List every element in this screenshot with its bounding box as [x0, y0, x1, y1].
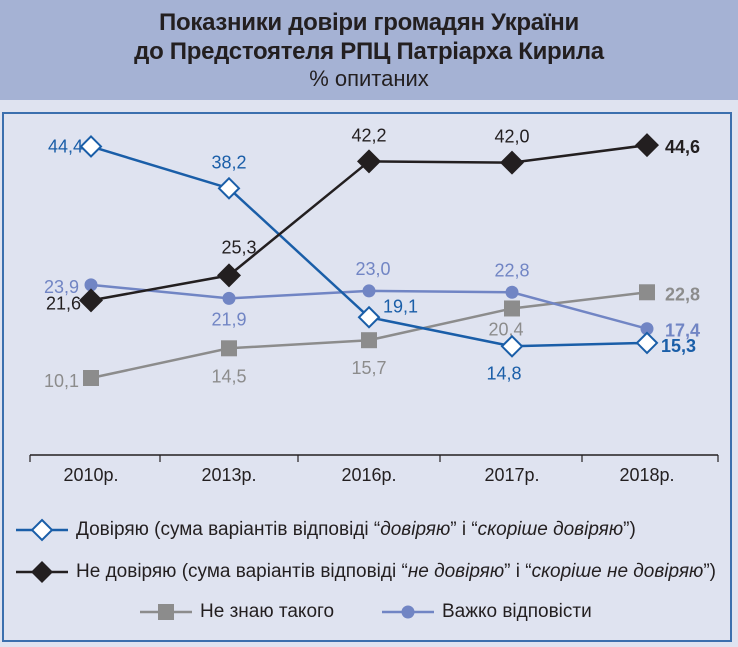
data-point-diamond-open — [79, 135, 103, 158]
data-label: 20,4 — [488, 319, 523, 339]
data-label: 21,6 — [46, 293, 81, 313]
data-label: 14,5 — [211, 366, 246, 386]
data-label: 25,3 — [221, 237, 256, 257]
data-label: 19,1 — [383, 296, 418, 316]
data-label: 22,8 — [494, 260, 529, 280]
data-label: 42,0 — [494, 127, 529, 147]
legend-item-distrust: Не довіряю (сума варіантів відповіді “не… — [16, 560, 716, 584]
legend-text: ” і “ — [504, 561, 532, 582]
x-tick-label: 2010р. — [63, 465, 118, 485]
data-label: 22,8 — [665, 284, 700, 304]
data-label: 42,2 — [351, 125, 386, 145]
legend-text: ”) — [623, 519, 636, 540]
chart-subtitle: % опитаних — [309, 66, 429, 91]
data-label: 38,2 — [211, 152, 246, 172]
data-point-circle — [222, 291, 236, 305]
chart-title-line1: Показники довіри громадян України — [159, 9, 579, 36]
x-tick-label: 2018р. — [619, 465, 674, 485]
data-label: 15,7 — [351, 358, 386, 378]
data-point-square — [83, 370, 99, 386]
legend-text-italic: скоріше довіряю — [477, 519, 624, 540]
data-point-square — [504, 300, 520, 317]
data-point-circle — [505, 285, 519, 299]
data-point-circle — [84, 278, 98, 292]
data-label: 10,1 — [44, 371, 79, 391]
data-label: 14,8 — [486, 363, 521, 383]
data-label: 15,3 — [661, 336, 696, 356]
legend-item-hard: Важко відповісти — [382, 600, 592, 624]
data-point-diamond-open — [500, 334, 524, 358]
legend-marker-square-icon — [140, 600, 192, 624]
data-label: 17,4 — [665, 321, 700, 341]
data-label: 23,9 — [44, 277, 79, 297]
x-tick-label: 2017р. — [484, 465, 539, 485]
legend-text: ” і “ — [450, 519, 478, 540]
legend-marker-circle-icon — [382, 600, 434, 624]
legend-text-italic: не довіряю — [407, 561, 505, 582]
legend-marker-open-diamond-icon — [16, 518, 68, 542]
legend-text-italic: скоріше не довіряю — [531, 561, 704, 582]
legend-text: ”) — [703, 561, 716, 582]
legend-text: Важко відповісти — [442, 601, 592, 622]
data-label: 44,6 — [665, 137, 700, 157]
data-point-diamond-open — [635, 331, 659, 355]
data-point-square — [639, 284, 655, 301]
legend-text: Довіряю (сума варіантів відповіді “ — [76, 519, 381, 540]
data-point-diamond-filled — [357, 149, 381, 174]
data-point-square — [361, 332, 377, 349]
data-point-square — [221, 340, 237, 357]
data-point-circle — [362, 284, 376, 298]
legend-text: Не довіряю (сума варіантів відповіді “ — [76, 561, 408, 582]
data-point-circle — [640, 322, 654, 336]
data-label: 23,0 — [355, 259, 390, 279]
chart-frame — [2, 112, 732, 642]
chart-title-line2: до Предстоятеля РПЦ Патріарха Кирила — [134, 38, 604, 65]
data-point-diamond-filled — [500, 150, 524, 175]
legend-text: Не знаю такого — [200, 601, 335, 622]
data-label: 21,9 — [211, 309, 246, 329]
legend-marker-filled-diamond-icon — [16, 560, 68, 584]
legend-text-italic: довіряю — [380, 519, 451, 540]
legend-item-unknown: Не знаю такого — [140, 600, 334, 624]
x-tick-label: 2013р. — [201, 465, 256, 485]
data-point-diamond-open — [217, 176, 241, 200]
x-tick-label: 2016р. — [341, 465, 396, 485]
legend-item-trust: Довіряю (сума варіантів відповіді “довір… — [16, 518, 636, 542]
chart-title-bar: Показники довіри громадян України до Пре… — [0, 0, 738, 100]
data-point-diamond-filled — [79, 288, 103, 313]
data-point-diamond-filled — [217, 263, 241, 288]
data-label: 44,4 — [48, 136, 83, 156]
data-point-diamond-filled — [635, 133, 659, 158]
data-point-diamond-open — [357, 305, 381, 329]
